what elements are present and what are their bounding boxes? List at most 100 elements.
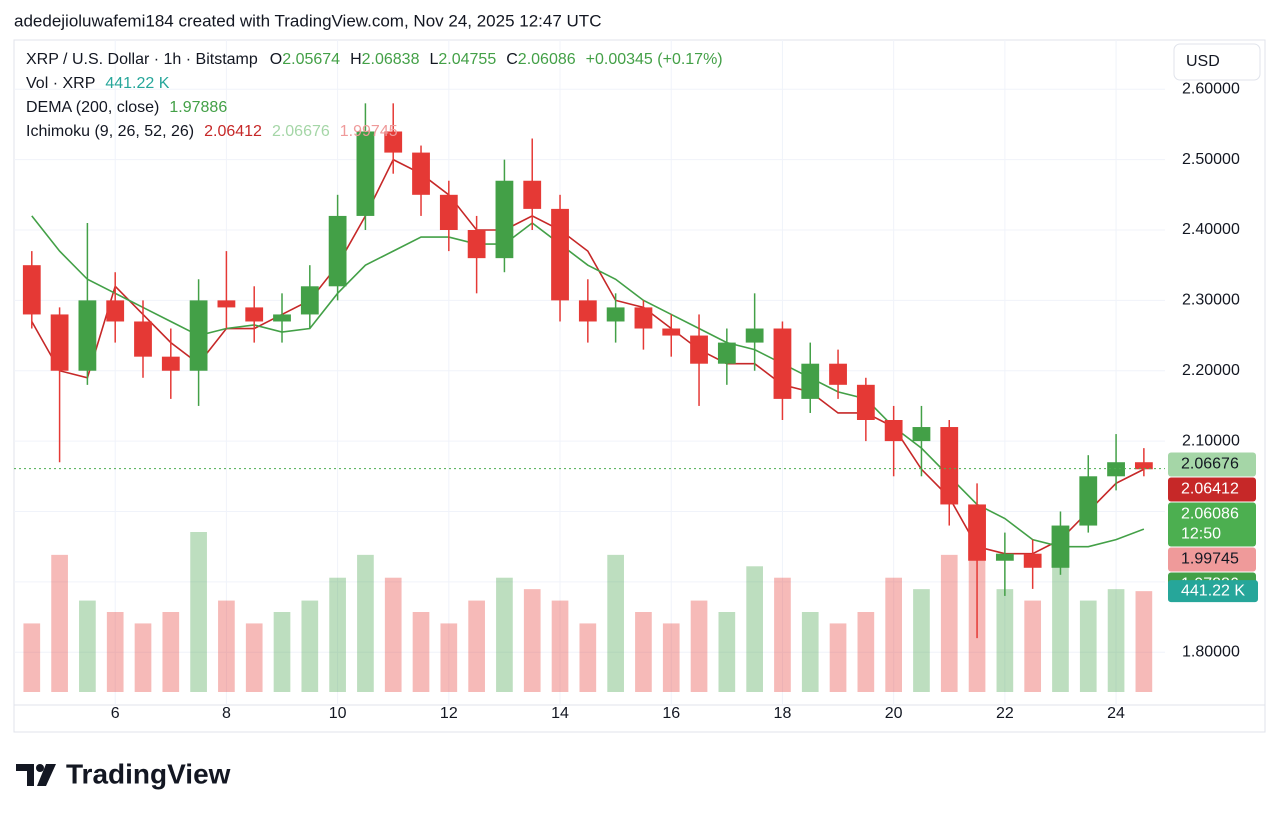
volume-bar bbox=[79, 600, 96, 692]
ohlc-label: C bbox=[506, 51, 518, 68]
candle-body bbox=[467, 230, 486, 259]
legend-row: Vol · XRP 441.22 K bbox=[26, 75, 170, 92]
candle-body bbox=[912, 427, 931, 442]
volume-bar bbox=[51, 554, 68, 692]
candle-body bbox=[189, 300, 208, 371]
legend-row: XRP / U.S. Dollar · 1h · Bitstamp O2.0567… bbox=[26, 51, 723, 68]
candle-body bbox=[884, 420, 903, 442]
price-badge bbox=[1168, 502, 1256, 547]
candle-body bbox=[634, 307, 653, 329]
candle-body bbox=[273, 314, 291, 322]
volume-bar bbox=[607, 554, 624, 692]
ohlc-value: 2.06838 bbox=[362, 51, 420, 68]
volume-bar bbox=[134, 623, 152, 692]
volume-bar bbox=[218, 600, 235, 692]
candle-body bbox=[78, 300, 97, 371]
x-tick-label: 16 bbox=[662, 705, 680, 722]
price-badge-countdown: 12:50 bbox=[1181, 526, 1221, 543]
volume-badge bbox=[1168, 580, 1258, 603]
volume-bar bbox=[1024, 600, 1042, 692]
candle-body bbox=[22, 265, 41, 315]
ohlc-label: H bbox=[350, 51, 362, 68]
ohlc-value: 2.04755 bbox=[438, 51, 496, 68]
candle-body bbox=[662, 328, 681, 336]
x-tick-label: 14 bbox=[551, 705, 569, 722]
candle-body bbox=[328, 215, 347, 287]
volume-bar bbox=[718, 612, 736, 692]
x-tick-label: 24 bbox=[1107, 705, 1125, 722]
volume-bar bbox=[412, 612, 430, 692]
indicator-value: 2.06676 bbox=[272, 123, 330, 140]
legend-row: Ichimoku (9, 26, 52, 26) 2.06412 2.06676 1.… bbox=[26, 123, 398, 140]
symbol: XRP / U.S. Dollar · 1h · Bitstamp bbox=[26, 51, 258, 68]
volume-bar bbox=[440, 623, 458, 692]
price-badge bbox=[1168, 547, 1256, 572]
volume-bar bbox=[885, 577, 902, 692]
candle-body bbox=[217, 300, 236, 308]
frame bbox=[13, 39, 1266, 733]
brand: TradingView bbox=[66, 758, 231, 789]
candle-body bbox=[1079, 476, 1098, 526]
price-badge-label: 1.99745 bbox=[1181, 551, 1239, 568]
legend-row: DEMA (200, close) 1.97886 bbox=[26, 99, 227, 116]
volume-bar bbox=[635, 612, 652, 692]
price-badge bbox=[1168, 477, 1256, 502]
volume-bar bbox=[301, 600, 319, 692]
brand-logo bbox=[16, 764, 56, 786]
candle-body bbox=[690, 335, 708, 364]
ohlc-value: 2.05674 bbox=[282, 51, 340, 68]
ohlc-label: O bbox=[270, 51, 282, 68]
y-tick-label: 2.20000 bbox=[1182, 362, 1240, 379]
candle-body bbox=[829, 363, 847, 385]
y-tick-label: 2.30000 bbox=[1182, 292, 1240, 309]
x-tick-label: 10 bbox=[329, 705, 347, 722]
x-tick-label: 20 bbox=[885, 705, 903, 722]
volume-bar bbox=[384, 577, 402, 692]
candle-body bbox=[773, 328, 792, 399]
candle-body bbox=[995, 553, 1014, 561]
candle-body bbox=[134, 321, 152, 357]
volume-bar bbox=[579, 623, 597, 692]
candle-body bbox=[50, 314, 69, 371]
ichimoku-base-line bbox=[31, 158, 1145, 555]
price-badge-label: 2.06676 bbox=[1181, 456, 1239, 473]
volume-bar bbox=[1135, 591, 1153, 692]
header: adedejioluwafemi184 created with Trading… bbox=[14, 11, 601, 30]
currency-button[interactable] bbox=[1173, 43, 1261, 81]
candle-body bbox=[106, 300, 125, 322]
currency: USD bbox=[1186, 53, 1220, 70]
volume-bar bbox=[801, 612, 819, 692]
volume-bar bbox=[829, 623, 847, 692]
volume-bar bbox=[273, 612, 291, 692]
volume-legend-label: Vol · XRP bbox=[26, 75, 95, 92]
candle-body bbox=[745, 328, 764, 343]
candle-body bbox=[968, 504, 986, 561]
candle-body bbox=[495, 180, 514, 259]
candle-body bbox=[551, 208, 569, 301]
volume-bar bbox=[329, 577, 346, 692]
x-tick-label: 18 bbox=[774, 705, 792, 722]
candle-body bbox=[606, 307, 625, 322]
indicator-value: 1.97886 bbox=[169, 99, 227, 116]
volume-bar bbox=[23, 623, 41, 692]
indicator-value: 1.99745 bbox=[340, 123, 398, 140]
candle-body bbox=[1023, 553, 1042, 568]
y-tick-label: 2.40000 bbox=[1182, 221, 1240, 238]
y-tick-label: 2.50000 bbox=[1182, 151, 1240, 168]
candle-body bbox=[578, 300, 597, 322]
dema-line bbox=[31, 215, 1145, 548]
x-tick-label: 22 bbox=[996, 705, 1014, 722]
ohlc-label: L bbox=[429, 51, 438, 68]
volume-bar bbox=[190, 532, 207, 692]
candle-body bbox=[412, 152, 430, 195]
y-tick-label: 2.10000 bbox=[1182, 432, 1240, 449]
candle-body bbox=[523, 180, 542, 209]
volume-bar bbox=[746, 566, 763, 692]
volume-legend-value: 441.22 K bbox=[105, 75, 169, 92]
y-tick-label: 1.80000 bbox=[1182, 643, 1240, 660]
candle-body bbox=[940, 427, 959, 505]
volume-bar bbox=[857, 612, 875, 692]
volume-bar bbox=[468, 600, 485, 692]
